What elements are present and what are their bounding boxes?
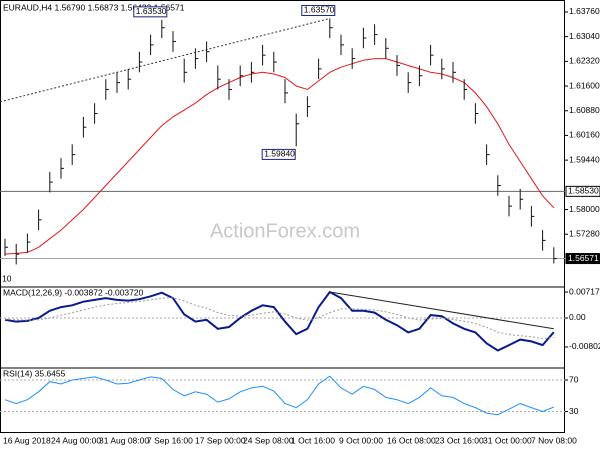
watermark: ActionForex.com (210, 220, 360, 242)
extreme-box (133, 6, 168, 18)
price-level-box (565, 185, 600, 197)
moving-average (4, 58, 555, 255)
y-tick-label: 1.63760 (569, 6, 600, 16)
frame (0, 0, 565, 433)
y-tick-label: 1.61600 (569, 80, 600, 90)
y-tick-label: -0.008027 (569, 341, 600, 351)
price-level-box (565, 253, 600, 265)
y-tick-label: 1.57280 (569, 228, 600, 238)
x-tick-label: 24 Aug 00:00 (51, 435, 101, 445)
price-level-label: 1.56571 (568, 253, 599, 263)
extreme-label: 1.63570 (304, 5, 335, 15)
x-tick-label: 7 Sep 16:00 (147, 435, 193, 445)
extreme-box (301, 4, 336, 16)
rsi-label: RSI(14) 35.6455 (3, 368, 66, 378)
x-tick-label: 31 Aug 08:00 (99, 435, 149, 445)
y-tick-label: 70 (569, 374, 579, 384)
y-tick-label: 30 (569, 406, 579, 416)
extreme-box (261, 148, 296, 160)
y-tick-label: 1.59440 (569, 154, 600, 164)
x-tick-label: 24 Sep 08:00 (243, 435, 294, 445)
trendline (0, 17, 330, 103)
y-tick-label: 1.62320 (569, 56, 600, 66)
x-tick-label: 31 Oct 00:00 (483, 435, 532, 445)
x-tick-label: 23 Oct 16:00 (435, 435, 484, 445)
x-tick-label: 9 Oct 00:00 (339, 435, 383, 445)
y-tick-label: 1.58000 (569, 204, 600, 214)
x-tick-label: 16 Aug 2018 (3, 435, 51, 445)
x-tick-label: 17 Sep 00:00 (195, 435, 246, 445)
y-tick-label: 1.63040 (569, 31, 600, 41)
series-line (4, 297, 554, 340)
extreme-label: 1.63530 (136, 6, 167, 16)
price-level-label: 1.58530 (568, 186, 599, 196)
chart-title: EURAUD,H4 1.56790 1.56873 1.56432 1.5657… (3, 2, 185, 12)
y-tick-label: 1.60160 (569, 130, 600, 140)
trendline (329, 291, 554, 330)
left-fragment: 10 (2, 273, 12, 283)
x-tick-label: 7 Nov 08:00 (531, 435, 577, 445)
series-line (4, 375, 554, 416)
y-tick-label: 0.00 (569, 312, 586, 322)
y-tick-label: 0.00717 (569, 286, 600, 296)
x-tick-label: 1 Oct 16:00 (291, 435, 335, 445)
macd-label: MACD(12,26,9) -0.003872 -0.003720 (3, 287, 144, 297)
series-line (4, 290, 555, 352)
extreme-label: 1.59840 (264, 149, 295, 159)
x-tick-label: 16 Oct 08:00 (387, 435, 436, 445)
y-tick-label: 1.60880 (569, 105, 600, 115)
